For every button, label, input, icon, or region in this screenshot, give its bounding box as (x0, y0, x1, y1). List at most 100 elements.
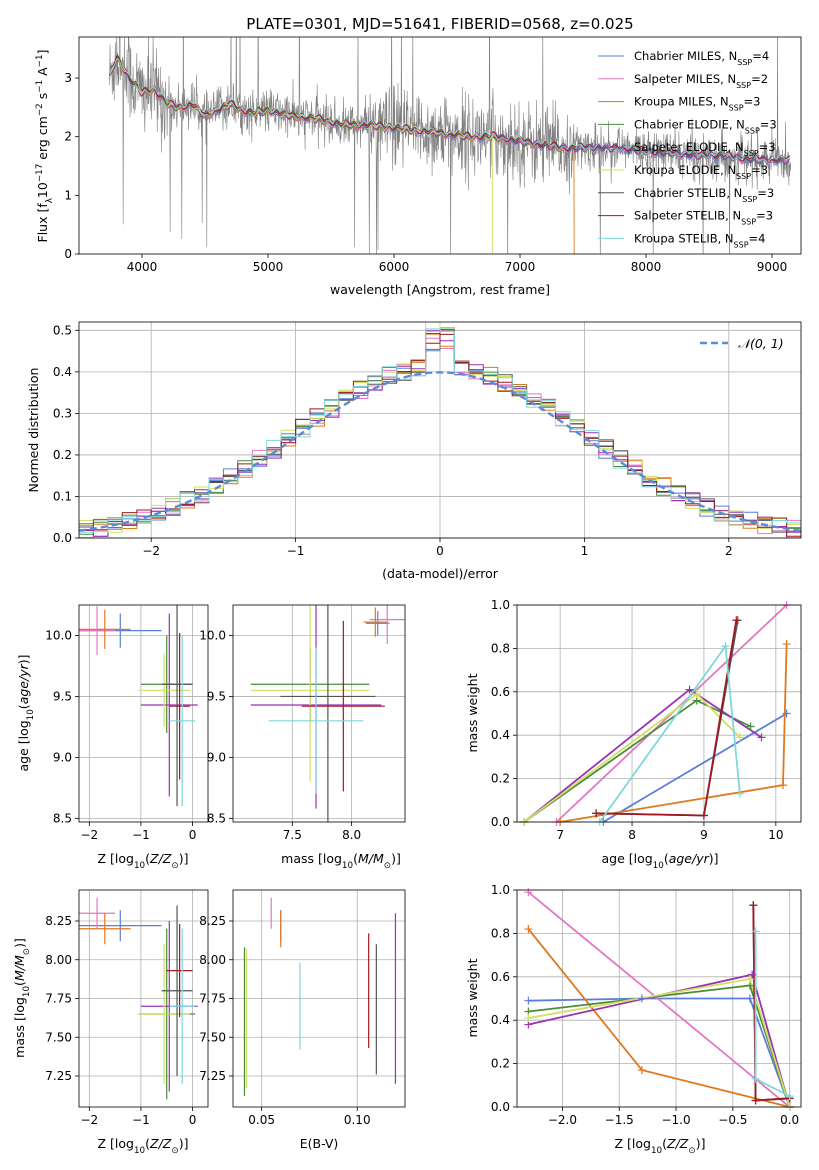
x-tick-label: −1.5 (605, 1113, 634, 1127)
mass-vs-metallicity-panel: −2 −1 07.257.507.758.008.25Z [log10(Z/Z⊙)]… (12, 889, 209, 1156)
label-part: mass [log (281, 851, 342, 866)
axes-frame (78, 321, 802, 539)
label-part: ( (662, 1136, 667, 1151)
y-tick-label: 0.8 (491, 926, 510, 940)
label-part: ⊙ (171, 861, 178, 871)
weight-marker-kroupa-miles (779, 781, 788, 790)
label-part: )] (696, 1136, 706, 1151)
plot-area (108, 37, 792, 254)
weight-marker-chabrier-miles (637, 994, 646, 1003)
label-part: Z [log (615, 1136, 651, 1151)
y-axis-label: mass weight (465, 673, 480, 752)
x-tick-label: 7000 (505, 260, 536, 274)
legend-label: Chabrier STELIB, NSSP=3 (634, 186, 774, 204)
legend-nssp: =3 (751, 163, 768, 177)
legend-subscript: SSP (737, 58, 752, 67)
y-tick-label: 7.25 (199, 1069, 226, 1083)
x-tick-label: −1 (287, 544, 305, 558)
figure-title: PLATE=0301, MJD=51641, FIBERID=0568, z=0… (246, 15, 633, 33)
y-tick-label: 9.5 (53, 689, 72, 703)
y-tick-label: 8.00 (45, 953, 72, 967)
label-part: −2 (35, 103, 45, 116)
legend-subscript: SSP (744, 149, 759, 158)
axes-frame (78, 889, 209, 1108)
y-tick-label: 2 (64, 130, 72, 144)
weight-marker-salpeter-elodie (748, 970, 757, 979)
label-part: Z [log (98, 1136, 134, 1151)
x-tick-label: 10 (768, 828, 783, 842)
y-tick-label: 0.2 (53, 448, 72, 462)
x-tick-label: 8.0 (342, 828, 361, 842)
plot-area (527, 891, 791, 1107)
x-tick-label: −0.5 (718, 1113, 747, 1127)
label-part: 10 (653, 861, 664, 871)
x-tick-label: −2 (80, 828, 98, 842)
y-tick-label: 0.4 (53, 365, 72, 379)
x-tick-label: −2 (142, 544, 160, 558)
x-tick-label: 0.05 (248, 1113, 275, 1127)
y-tick-label: 0.0 (491, 815, 510, 829)
x-tick-label: 0 (189, 828, 197, 842)
label-part: age [log (601, 851, 652, 866)
weight-marker-kroupa-elodie (735, 733, 744, 742)
label-part: age/yr (669, 851, 710, 866)
y-tick-label: 10.0 (199, 628, 226, 642)
y-tick-label: 0.4 (491, 1013, 510, 1027)
legend-label: Chabrier MILES, NSSP=4 (634, 49, 769, 67)
label-part: )] (179, 1136, 189, 1151)
axes-frame (516, 604, 802, 823)
y-tick-label: 8.25 (199, 914, 226, 928)
histogram-step-salpeter-stelib (79, 333, 801, 537)
y-tick-label: 8.5 (53, 811, 72, 825)
age-vs-mass-panel: 7.5 8.0 8.5 9.0 9.5 10.0 mass [log10(M/M⊙)] (199, 604, 406, 871)
y-tick-label: 10.0 (45, 628, 72, 642)
legend-nssp: =4 (752, 49, 769, 63)
residual-histogram-panel: −2 −1 0 1 2 0.0 0.1 0.2 0.3 0.4 0.5 𝒩(0, 1) (data-mo… (26, 321, 802, 581)
plot-area (79, 322, 801, 538)
legend-nssp: =3 (759, 140, 776, 154)
x-tick-label: −2 (80, 1113, 98, 1127)
legend-model-name: Kroupa ELODIE, N (634, 163, 736, 177)
y-tick-label: 0 (64, 247, 72, 261)
y-tick-label: 0.6 (491, 685, 510, 699)
weight-marker-kroupa-stelib (751, 1074, 760, 1083)
label-part: Z/Z (666, 1136, 689, 1151)
weight-marker-chabrier-miles (782, 709, 791, 718)
y-axis-label: mass weight (465, 958, 480, 1037)
y-tick-label: 7.75 (45, 992, 72, 1006)
weight-marker-salpeter-elodie (685, 685, 694, 694)
label-part: )] (179, 851, 189, 866)
plot-area (79, 897, 198, 1100)
y-tick-label: 7.50 (199, 1030, 226, 1044)
histogram-step-kroupa-stelib (79, 328, 801, 533)
weight-line-kroupa-miles (527, 928, 790, 1107)
label-part: ( (664, 851, 669, 866)
label-part: M/M (12, 955, 27, 981)
x-tick-label: 1 (581, 544, 589, 558)
legend-label: Kroupa MILES, NSSP=3 (634, 95, 760, 113)
y-tick-label: 0.6 (491, 970, 510, 984)
x-axis-label: Z [log10(Z/Z⊙)] (98, 851, 189, 871)
weight-marker-kroupa-stelib (721, 642, 730, 651)
weight-line-chabrier-miles (602, 712, 788, 822)
weight-marker-kroupa-elodie (524, 1014, 533, 1023)
legend-subscript: SSP (734, 240, 749, 249)
weight-line-chabrier-elodie (528, 984, 791, 1107)
label-part: ⊙ (688, 1146, 695, 1156)
mass-weight-vs-metallicity-panel: −2.0 −1.5 −1.0 −0.5 0.0 0.0 0.2 0.4 0.6 0.8 1.0 Z [… (465, 883, 802, 1156)
x-axis-label: wavelength [Angstrom, rest frame] (330, 282, 550, 297)
legend-subscript: SSP (736, 172, 751, 181)
label-part: A (35, 67, 50, 80)
x-tick-label: 4000 (127, 260, 158, 274)
label-part: ( (12, 981, 27, 986)
x-tick-label: 6000 (379, 260, 410, 274)
x-tick-label: 0 (189, 1113, 197, 1127)
legend-nssp: =3 (756, 209, 773, 223)
legend-nssp: =3 (760, 117, 777, 131)
label-part: )] (709, 851, 719, 866)
label-part: Z/Z (149, 851, 172, 866)
weight-line-salpeter-stelib (752, 905, 790, 1102)
label-part: s (35, 93, 50, 104)
y-axis-label: age [log10(age/yr)] (16, 654, 36, 771)
